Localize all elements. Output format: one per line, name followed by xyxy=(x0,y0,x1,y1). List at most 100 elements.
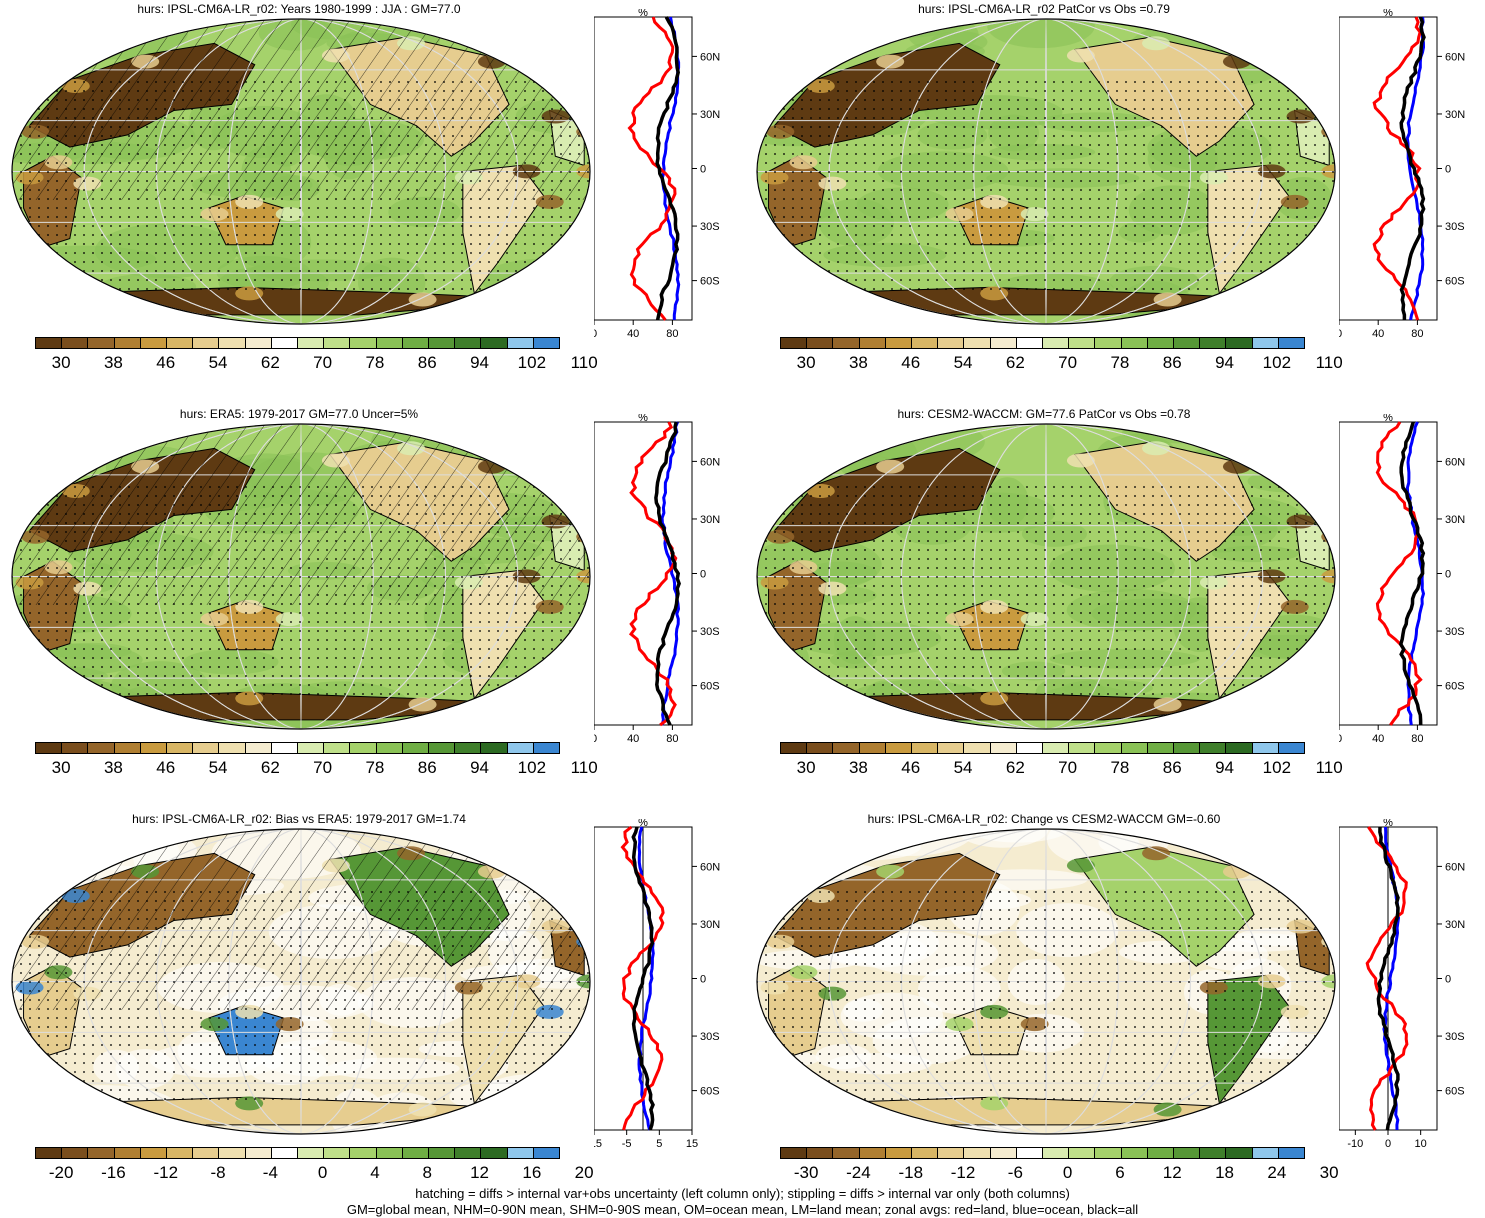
colorbar-labels: -20 -16 -12 -8 -4 0 4 8 12 16 20 xyxy=(35,1163,594,1183)
zonal-x-tick-label: 0 xyxy=(1385,1138,1391,1150)
colorbar-swatch xyxy=(1278,1148,1305,1158)
lat-tick-label: 60S xyxy=(700,681,720,693)
robinson-map xyxy=(756,18,1336,325)
colorbar-swatch xyxy=(140,743,168,753)
colorbar-swatch xyxy=(859,743,886,753)
colorbar-label: 78 xyxy=(1110,353,1130,372)
colorbar-label: 70 xyxy=(1058,758,1078,777)
colorbar-label: 8 xyxy=(422,1163,432,1182)
colorbar-swatch xyxy=(36,743,63,753)
zonal-x-tick-label: 40 xyxy=(1372,328,1384,340)
colorbar-swatch xyxy=(429,743,456,753)
colorbar-swatch xyxy=(859,338,886,348)
colorbar-label: 94 xyxy=(470,353,490,372)
colorbar-label: 46 xyxy=(901,758,921,777)
colorbar-swatch xyxy=(964,743,991,753)
colorbar xyxy=(780,337,1305,349)
colorbar-label: 62 xyxy=(260,353,280,372)
zonal-x-tick-label: 80 xyxy=(1411,733,1423,745)
colorbar-label: 94 xyxy=(1215,353,1235,372)
colorbar-swatch xyxy=(350,1148,377,1158)
colorbar-labels: -30 -24 -18 -12 -6 0 6 12 18 24 30 xyxy=(780,1163,1339,1183)
colorbar-swatch xyxy=(481,1148,508,1158)
lat-tick-label: 0 xyxy=(1445,974,1451,986)
colorbar-swatch xyxy=(429,1148,456,1158)
colorbar-swatch xyxy=(271,743,299,753)
lat-tick-label: 60S xyxy=(1445,276,1465,288)
colorbar-swatch xyxy=(1174,743,1201,753)
zonal-curve xyxy=(631,826,655,1131)
colorbar xyxy=(780,1147,1305,1159)
zonal-x-tick-label: -15 xyxy=(594,1138,602,1150)
colorbar-swatch xyxy=(1174,338,1201,348)
colorbar-label: 30 xyxy=(796,353,816,372)
colorbar-swatch xyxy=(167,1148,194,1158)
colorbar-label: 16 xyxy=(522,1163,542,1182)
colorbar-label: 86 xyxy=(417,353,437,372)
robinson-map xyxy=(756,828,1336,1135)
colorbar-swatch xyxy=(885,338,913,348)
colorbar-label: -20 xyxy=(48,1163,74,1182)
colorbar-swatch xyxy=(1069,1148,1096,1158)
colorbar-swatch xyxy=(1200,1148,1227,1158)
lat-tick-label: 30S xyxy=(1445,626,1465,638)
colorbar-swatch xyxy=(193,338,220,348)
colorbar-swatch xyxy=(402,338,430,348)
lat-tick-label: 30S xyxy=(1445,221,1465,233)
colorbar-label: -18 xyxy=(898,1163,924,1182)
colorbar-swatch xyxy=(1069,338,1096,348)
colorbar-swatch xyxy=(938,338,965,348)
zonal-x-tick-label: 5 xyxy=(656,1138,662,1150)
colorbar-swatch xyxy=(885,743,913,753)
lat-tick-label: 60S xyxy=(1445,681,1465,693)
zonal-unit-label: % xyxy=(1383,414,1393,424)
colorbar-label: 62 xyxy=(260,758,280,777)
colorbar-label: -16 xyxy=(101,1163,126,1182)
colorbar-swatch xyxy=(1252,1148,1279,1158)
zonal-x-tick-label: 80 xyxy=(666,733,678,745)
zonal-average-plot: % 60N 30N 0 30S 60S -15 -5 5 15 xyxy=(594,819,720,1150)
colorbar-swatch xyxy=(1278,743,1305,753)
colorbar-swatch xyxy=(507,338,534,348)
colorbar-label: -4 xyxy=(262,1163,278,1182)
colorbar-swatch xyxy=(62,743,89,753)
colorbar-swatch xyxy=(964,1148,991,1158)
colorbar-swatch xyxy=(1226,1148,1253,1158)
zonal-curve xyxy=(628,421,678,727)
lat-tick-label: 0 xyxy=(1445,569,1451,581)
colorbar-swatch xyxy=(1226,743,1253,753)
footer-line-1: hatching = diffs > internal var+obs unce… xyxy=(415,1186,1070,1201)
colorbar-swatch xyxy=(807,338,834,348)
panel-title: hurs: IPSL-CM6A-LR_r02: Bias vs ERA5: 19… xyxy=(132,812,466,826)
colorbar-swatch xyxy=(481,743,508,753)
colorbar-label: 38 xyxy=(103,758,123,777)
colorbar-swatch xyxy=(1147,338,1175,348)
colorbar-swatch xyxy=(88,743,115,753)
colorbar-swatch xyxy=(140,1148,168,1158)
panel-title: hurs: IPSL-CM6A-LR_r02: Change vs CESM2-… xyxy=(867,812,1221,826)
colorbar-swatch xyxy=(193,743,220,753)
colorbar-swatch xyxy=(1043,743,1070,753)
zonal-average-plot: % 60N 30N 0 30S 60S 0 40 80 xyxy=(594,414,720,745)
colorbar-swatch xyxy=(533,338,560,348)
colorbar-swatch xyxy=(219,338,246,348)
colorbar-label: 46 xyxy=(901,353,921,372)
lat-tick-label: 30S xyxy=(700,626,720,638)
colorbar-label: 62 xyxy=(1005,758,1025,777)
colorbar xyxy=(35,742,560,754)
zonal-unit-label: % xyxy=(638,9,648,19)
colorbar-label: -12 xyxy=(950,1163,976,1182)
colorbar-label: 30 xyxy=(1319,1163,1339,1182)
colorbar-swatch xyxy=(376,1148,403,1158)
colorbar-swatch xyxy=(350,743,377,753)
colorbar-swatch xyxy=(324,338,351,348)
zonal-curve xyxy=(1382,826,1401,1131)
colorbar-swatch xyxy=(455,338,482,348)
lat-tick-label: 30N xyxy=(1445,919,1465,931)
colorbar-label: 30 xyxy=(796,758,816,777)
colorbar-swatch xyxy=(429,338,456,348)
colorbar-swatch xyxy=(807,1148,834,1158)
colorbar-swatch xyxy=(1095,338,1122,348)
colorbar-label: -30 xyxy=(793,1163,819,1182)
colorbar-swatch xyxy=(938,743,965,753)
